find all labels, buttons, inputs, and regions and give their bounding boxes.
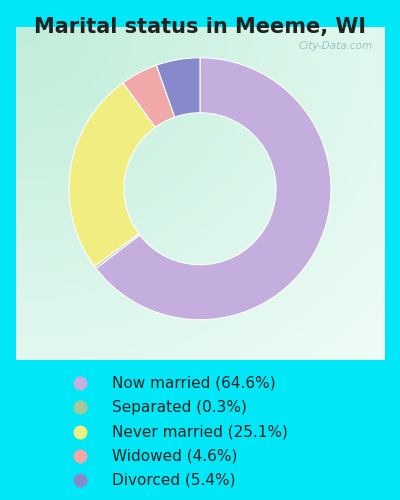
Wedge shape [123,65,175,128]
Text: Now married (64.6%): Now married (64.6%) [112,376,276,390]
Text: Widowed (4.6%): Widowed (4.6%) [112,448,237,464]
Text: Marital status in Meeme, WI: Marital status in Meeme, WI [34,18,366,38]
Text: City-Data.com: City-Data.com [299,41,373,51]
Text: Separated (0.3%): Separated (0.3%) [112,400,247,415]
Text: Never married (25.1%): Never married (25.1%) [112,424,288,439]
Wedge shape [69,83,155,266]
Wedge shape [96,58,331,320]
Text: Divorced (5.4%): Divorced (5.4%) [112,472,236,488]
Wedge shape [94,234,140,268]
Wedge shape [156,58,200,117]
